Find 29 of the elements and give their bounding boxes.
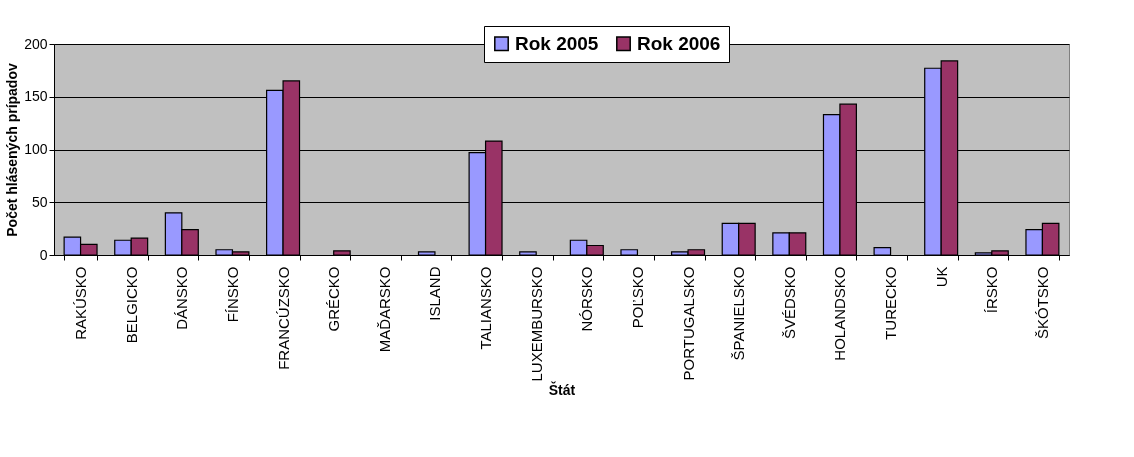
x-tick-label: ŠVÉDSKO — [780, 266, 798, 340]
x-tick-label: TURECKO — [882, 266, 900, 340]
x-tick-label: TALIANSKO — [477, 266, 495, 350]
legend-label: Rok 2006 — [637, 32, 721, 54]
x-axis-title: Štát — [548, 380, 576, 398]
y-tick-label: 50 — [31, 193, 48, 210]
x-tick-label: ŠPANIELSKO — [730, 266, 748, 361]
y-tick-label: 0 — [39, 246, 48, 263]
x-tick-label: HOLANDSKO — [831, 266, 849, 361]
x-tick-label: GRÉCKO — [325, 266, 343, 332]
x-tick-label: FRANCÚZSKO — [274, 266, 292, 370]
x-tick-label: RAKÚSKO — [72, 266, 90, 340]
x-tick-label: FÍNSKO — [223, 266, 241, 323]
x-tick-label: ISLAND — [426, 266, 444, 321]
y-tick-label: 150 — [24, 88, 48, 105]
x-tick-label: DÁNSKO — [173, 266, 191, 330]
x-tick-label: ŠKÓTSKO — [1033, 266, 1051, 340]
x-tick-label: UK — [932, 266, 950, 288]
y-tick-label: 100 — [24, 141, 48, 157]
y-tick-label: 200 — [24, 35, 48, 52]
x-tick-label: BELGICKO — [122, 266, 140, 344]
legend-label: Rok 2005 — [515, 32, 599, 54]
x-tick-label: PORTUGALSKO — [679, 266, 697, 381]
y-axis-title: Počet hlásených prípadov — [4, 63, 21, 237]
x-tick-label: POĽSKO — [628, 266, 646, 329]
x-tick-label: ÍRSKO — [983, 266, 1001, 314]
x-tick-label: NÓRSKO — [578, 266, 596, 332]
x-tick-label: MAĎARSKO — [375, 266, 393, 353]
x-tick-label: LUXEMBURSKO — [527, 266, 545, 382]
